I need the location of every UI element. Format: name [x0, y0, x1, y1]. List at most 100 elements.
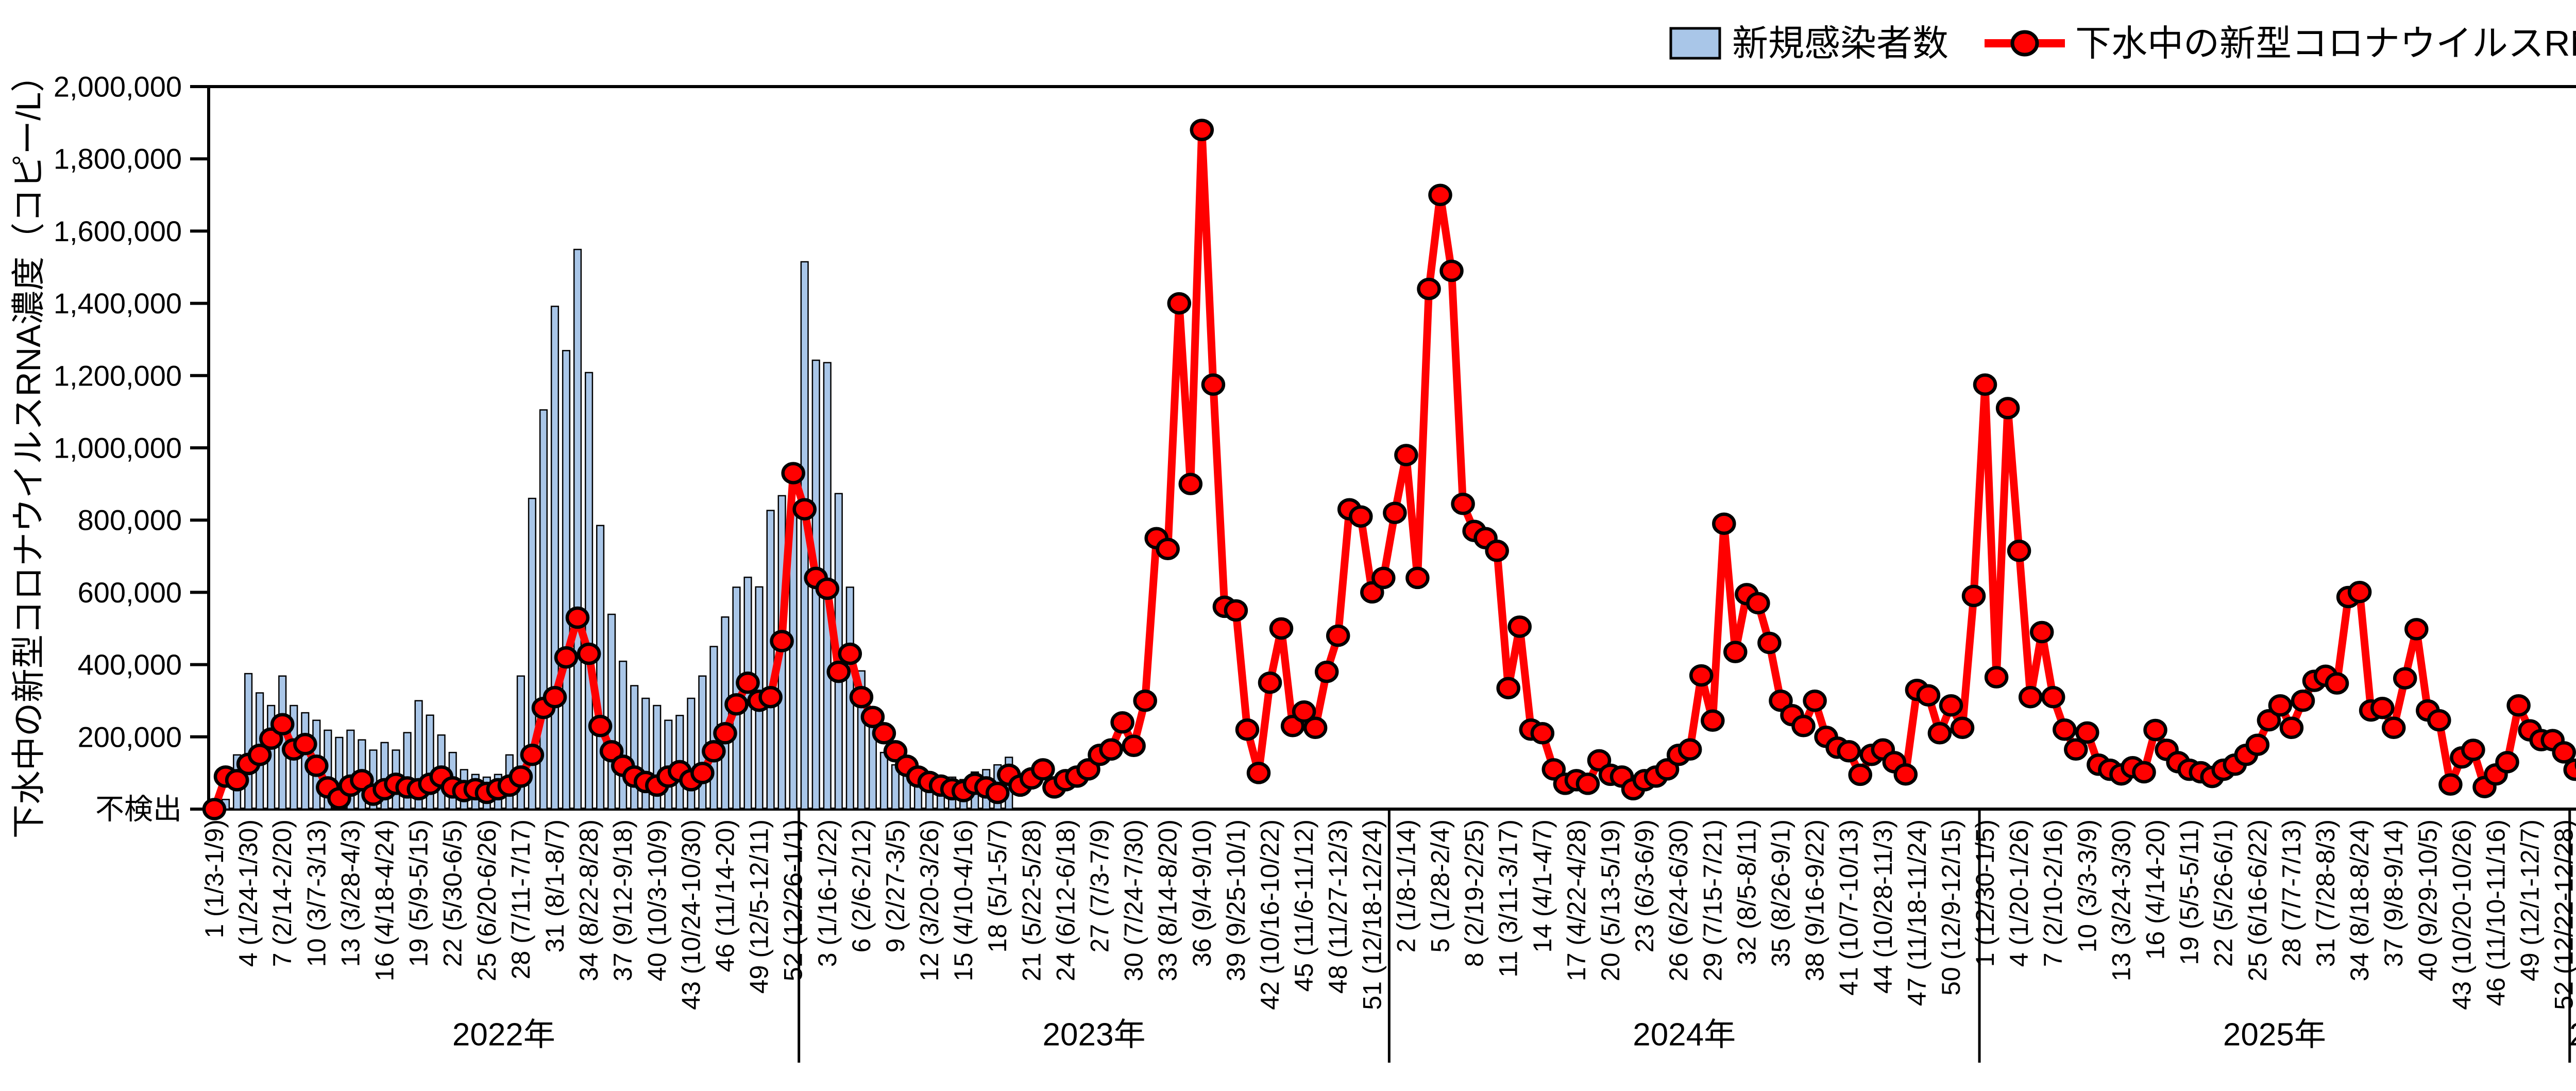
x-axis-week-label: 7 (2/10-2/16) [2039, 819, 2067, 967]
x-axis-week-label: 15 (4/10-4/16) [949, 819, 978, 981]
x-axis-week-label: 36 (9/4-9/10) [1188, 819, 1216, 967]
case-count-bar [698, 675, 707, 810]
rna-data-point [1292, 700, 1316, 723]
rna-data-point [2325, 672, 2349, 695]
x-axis-week-label: 39 (9/25-10/1) [1222, 819, 1250, 981]
rna-data-point [2506, 694, 2531, 717]
x-axis-week-label: 46 (11/10-11/16) [2482, 819, 2511, 1006]
rna-data-point [758, 685, 783, 709]
rna-data-point [1950, 716, 1975, 740]
rna-data-point [1156, 538, 1180, 561]
left-axis-tick-label: 1,000,000 [54, 432, 182, 464]
rna-data-point [2007, 540, 2031, 562]
rna-data-point [2064, 738, 2088, 761]
rna-data-point [713, 722, 737, 745]
x-axis-week-label: 6 (2/6-2/12) [847, 819, 876, 952]
x-axis-week-label: 34 (8/22-8/28) [574, 819, 603, 981]
rna-data-point [2053, 718, 2077, 741]
case-count-bar [607, 613, 616, 810]
case-count-bar [244, 673, 253, 810]
rna-data-point [1995, 397, 2020, 419]
rna-data-point [2370, 696, 2395, 719]
left-axis-tick-label: 1,600,000 [54, 215, 182, 247]
rna-data-point [1791, 715, 1816, 737]
x-axis-week-label: 49 (12/1-12/7) [2516, 819, 2545, 981]
x-axis-week-label: 24 (6/12-6/18) [1051, 819, 1080, 981]
rna-data-point [1031, 758, 1055, 781]
x-axis-week-label: 35 (8/26-9/1) [1766, 819, 1795, 967]
x-axis-week-label: 44 (10/28-11/3) [1869, 819, 1897, 994]
rna-data-point [1099, 738, 1123, 761]
x-axis-week-label: 17 (4/22-4/28) [1562, 819, 1591, 981]
rna-data-point [1167, 292, 1192, 315]
rna-data-point [2495, 751, 2519, 774]
rna-data-point [1405, 566, 1430, 590]
rna-data-point [1973, 373, 1997, 396]
year-label: 2026年 [2569, 1017, 2576, 1053]
rna-data-point [1190, 119, 1214, 141]
rna-data-point [1201, 373, 1226, 396]
legend-bar-swatch [1669, 27, 1721, 60]
rna-data-point [1916, 684, 1941, 707]
x-axis-week-label: 52 (12/22-12/28) [2550, 819, 2576, 1010]
x-axis-week-label: 22 (5/26-6/1) [2209, 819, 2238, 967]
case-count-bar [585, 372, 594, 810]
rna-data-point [554, 646, 579, 669]
rna-data-point [1677, 738, 1702, 761]
rna-data-point [838, 642, 862, 665]
rna-data-point [1575, 773, 1600, 795]
x-axis-week-label: 43 (10/24-10/30) [676, 819, 705, 1010]
x-axis-week-label: 34 (8/18-8/24) [2345, 819, 2374, 981]
rna-data-point [1587, 749, 1612, 772]
x-axis-week-label: 19 (5/5-5/11) [2175, 819, 2204, 965]
rna-data-point [2268, 694, 2293, 717]
rna-data-point [2427, 709, 2451, 732]
rna-data-point [2404, 618, 2429, 641]
rna-data-point [2563, 758, 2576, 781]
x-axis-week-label: 16 (4/14-20) [2141, 819, 2170, 960]
case-count-bar [879, 751, 888, 810]
rna-data-point [1984, 666, 2009, 689]
rna-data-point [350, 769, 374, 792]
rna-data-point [781, 462, 805, 484]
rna-data-point [1961, 584, 1986, 608]
rna-data-point [1723, 641, 1748, 663]
x-axis-week-label: 3 (1/16-1/22) [813, 819, 842, 967]
case-count-bar [562, 350, 571, 810]
left-axis-tick-label: 200,000 [78, 720, 182, 753]
left-axis-tick-label: 800,000 [78, 504, 182, 536]
rna-data-point [1224, 599, 1248, 622]
rna-data-point [1303, 716, 1328, 740]
left-axis-tick-label: 2,000,000 [54, 71, 182, 103]
rna-data-point [815, 577, 840, 600]
rna-data-point [883, 740, 908, 763]
rna-data-point [1451, 492, 1475, 515]
rna-data-point [2257, 709, 2281, 732]
rna-data-point [2029, 620, 2054, 644]
rna-data-point [2245, 733, 2270, 756]
year-label: 2025年 [2223, 1017, 2326, 1053]
rna-data-point [1689, 664, 1714, 687]
x-axis-week-label: 31 (8/1-8/7) [540, 819, 569, 952]
rna-data-point [1439, 259, 1464, 282]
x-axis-week-label: 4 (1/20-1/26) [2005, 819, 2033, 967]
x-axis-week-label: 2 (1/8-1/14) [1392, 819, 1420, 952]
x-axis-week-label: 43 (10/20-10/26) [2447, 819, 2476, 1010]
x-axis-week-label: 42 (10/16-10/22) [1256, 819, 1284, 1010]
rna-data-point [2438, 773, 2463, 796]
case-count-bar [596, 525, 605, 810]
rna-data-point [1701, 709, 1725, 732]
x-axis-week-label: 26 (6/24-6/30) [1664, 819, 1693, 981]
rna-data-point [2381, 716, 2406, 740]
rna-data-point [826, 660, 851, 683]
rna-data-point [1837, 740, 1861, 763]
rna-data-point [2461, 738, 2485, 761]
rna-data-point [1927, 722, 1952, 745]
rna-data-point [1246, 762, 1271, 784]
rna-data-point [1110, 711, 1134, 734]
rna-data-point [1712, 512, 1736, 535]
rna-data-point [1757, 631, 1782, 654]
rna-data-point [1280, 715, 1305, 737]
case-count-bar [687, 697, 696, 810]
